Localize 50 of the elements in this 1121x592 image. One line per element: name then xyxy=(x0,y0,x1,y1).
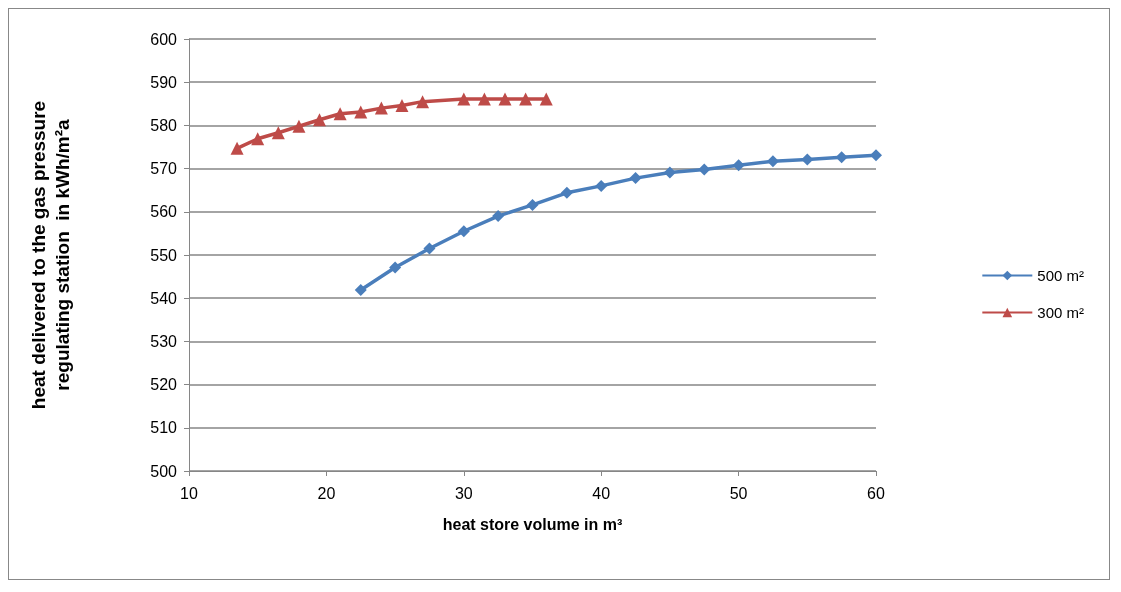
y-axis-title: heat delivered to the gas pressure regulating station in kWh/m²a xyxy=(27,100,73,410)
point xyxy=(333,107,347,121)
point xyxy=(457,92,471,106)
point xyxy=(526,198,539,211)
point xyxy=(457,225,470,238)
point xyxy=(354,105,368,119)
y-tick-label: 600 xyxy=(150,30,178,48)
point xyxy=(629,172,642,185)
point xyxy=(395,99,409,113)
point xyxy=(389,261,402,274)
x-tick-label: 50 xyxy=(729,484,748,502)
point xyxy=(539,92,553,106)
x-tick-label: 20 xyxy=(317,484,336,502)
point xyxy=(271,126,285,140)
y-tick-label: 590 xyxy=(150,73,178,91)
x-tick-label: 30 xyxy=(454,484,473,502)
point xyxy=(663,166,676,179)
point xyxy=(251,132,265,146)
x-tick-label: 40 xyxy=(592,484,611,502)
legend-label: 500 m² xyxy=(1037,267,1084,284)
point xyxy=(477,92,491,106)
point xyxy=(374,101,388,115)
x-tick-label: 10 xyxy=(180,484,198,502)
point xyxy=(416,95,430,109)
point xyxy=(354,283,367,296)
point xyxy=(230,141,244,155)
y-tick-label: 540 xyxy=(150,289,178,307)
y-tick-label: 510 xyxy=(150,419,178,437)
point xyxy=(560,186,573,199)
point xyxy=(870,149,882,162)
y-tick-label: 500 xyxy=(150,462,178,480)
point xyxy=(423,242,436,255)
point xyxy=(498,92,512,106)
point xyxy=(313,113,327,127)
legend-label: 300 m² xyxy=(1037,304,1084,321)
point xyxy=(698,163,711,176)
point xyxy=(732,159,745,172)
point xyxy=(292,119,306,133)
y-tick-label: 580 xyxy=(150,116,178,134)
y-tick-label: 560 xyxy=(150,203,178,221)
x-tick-label: 60 xyxy=(867,484,885,502)
point xyxy=(595,179,608,192)
y-tick-label: 570 xyxy=(150,160,178,178)
point xyxy=(492,210,505,223)
y-tick-label: 550 xyxy=(150,246,178,264)
y-tick-label: 520 xyxy=(150,376,178,394)
x-axis-title: heat store volume in m³ xyxy=(442,515,623,533)
point xyxy=(519,92,533,106)
y-tick-label: 530 xyxy=(150,332,178,350)
point xyxy=(766,155,779,168)
